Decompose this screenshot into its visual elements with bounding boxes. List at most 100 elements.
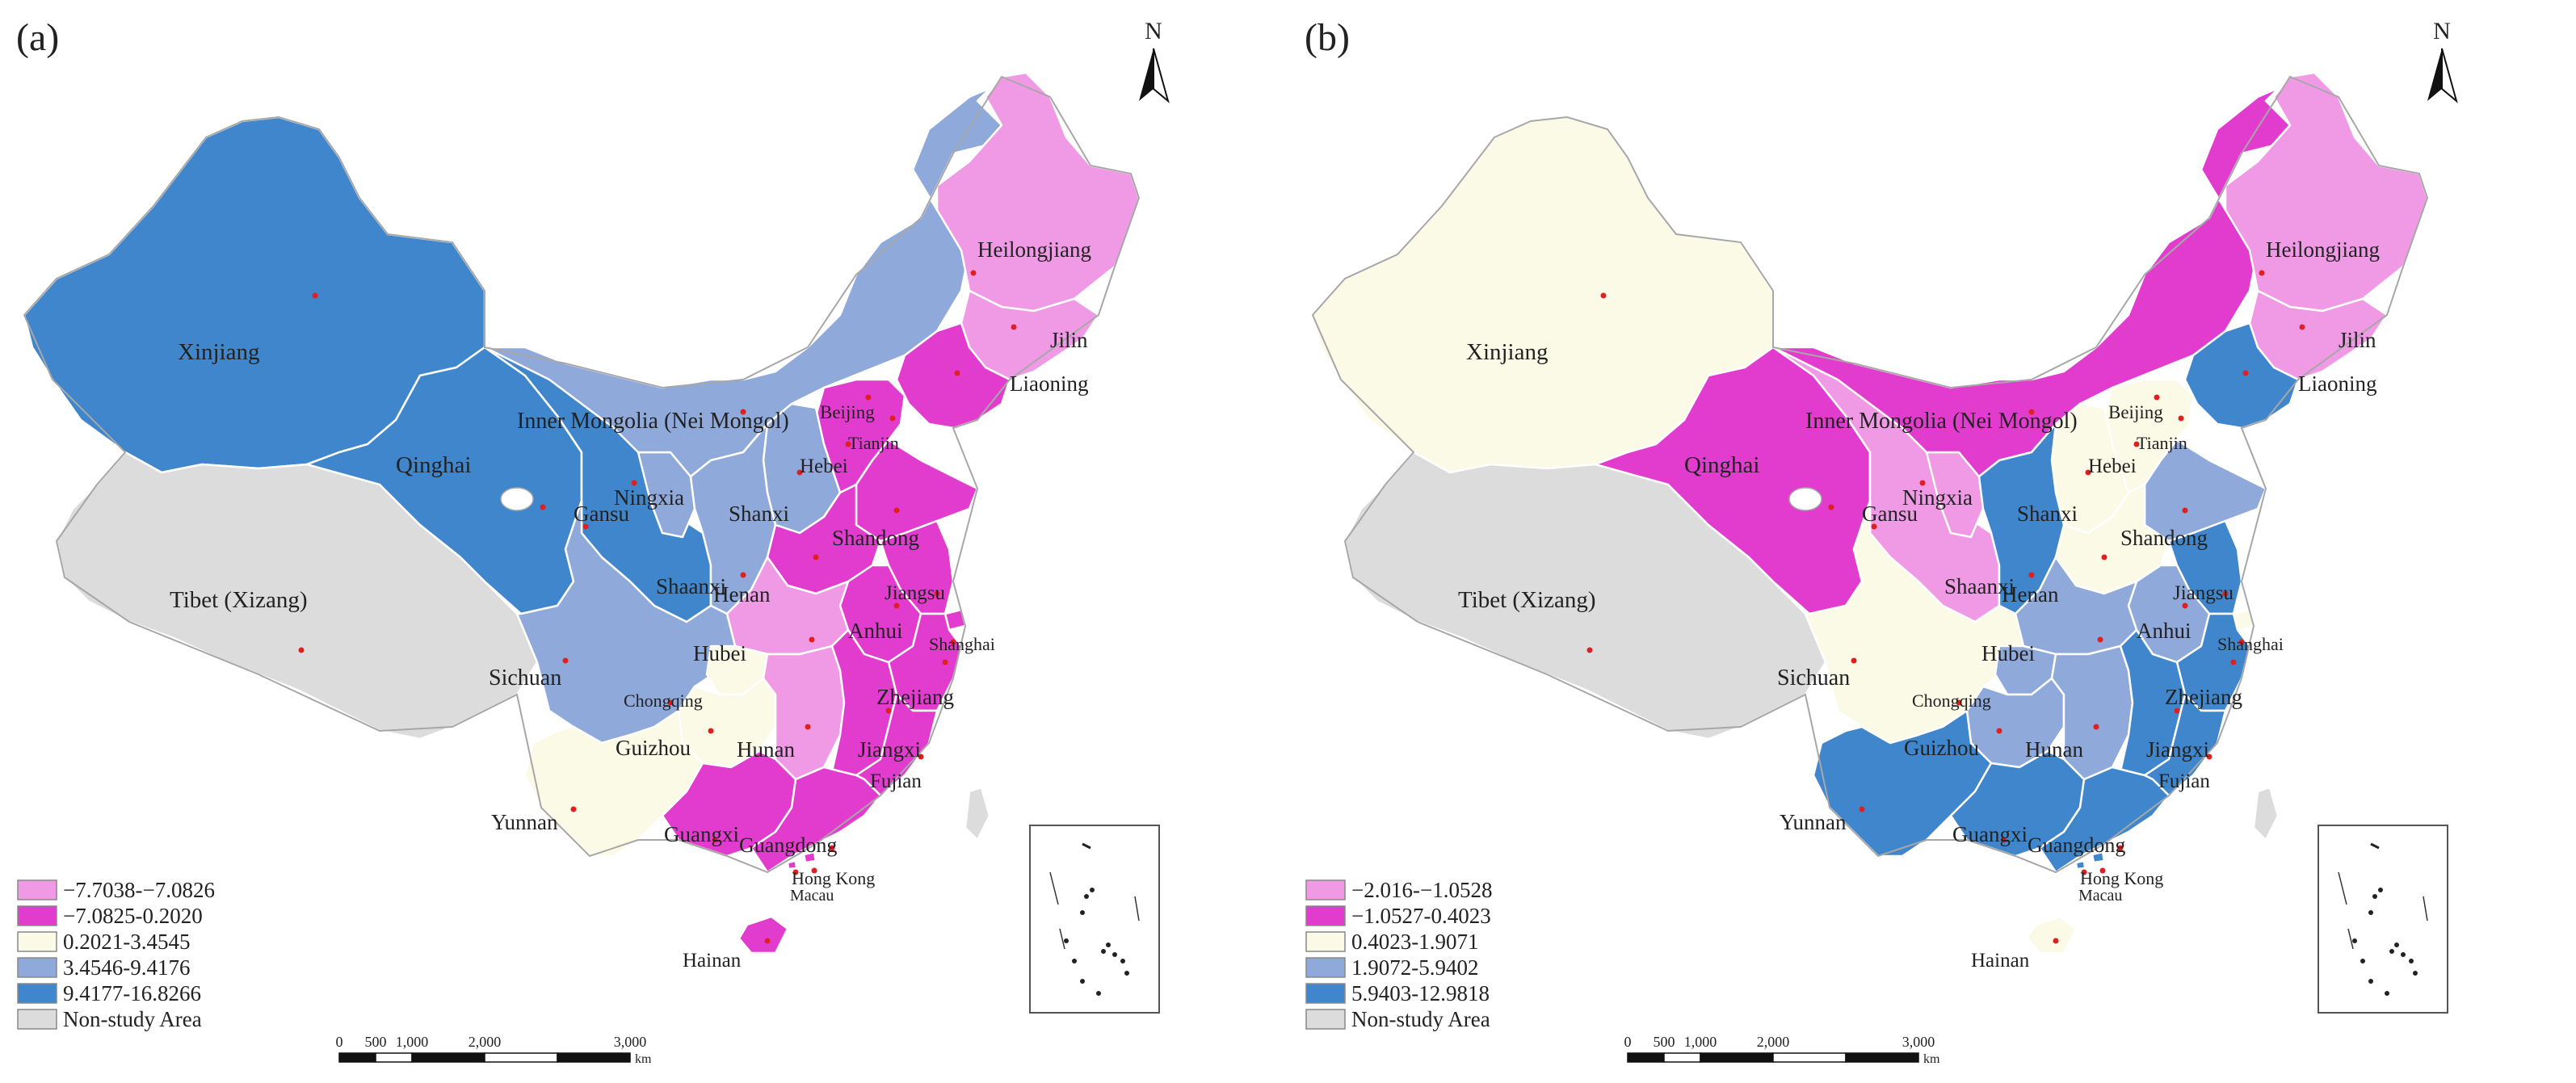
centroid-dot bbox=[893, 602, 900, 609]
legend-label: 1.9072-5.9402 bbox=[1351, 955, 1479, 980]
province-label-guangdong: Guangdong bbox=[2028, 833, 2125, 857]
centroid-dot bbox=[2053, 938, 2059, 944]
province-label-henan: Henan bbox=[2002, 582, 2059, 607]
centroid-dot bbox=[970, 270, 977, 276]
legend-swatch bbox=[17, 1009, 57, 1030]
centroid-dot bbox=[2101, 554, 2107, 560]
scale-tick-label: 2,000 bbox=[469, 1034, 502, 1050]
centroid-dot bbox=[2099, 867, 2106, 874]
legend-label: 5.9403-12.9818 bbox=[1351, 981, 1490, 1005]
centroid-dot bbox=[2028, 572, 2035, 578]
island-dot bbox=[2385, 991, 2389, 996]
province-label-henan: Henan bbox=[713, 582, 771, 607]
island-dot bbox=[2368, 979, 2373, 984]
province-label-zhejiang: Zhejiang bbox=[2165, 685, 2242, 709]
island-dot bbox=[2401, 952, 2406, 957]
centroid-dot bbox=[2222, 590, 2229, 597]
centroid-dot bbox=[2299, 324, 2305, 330]
province-label-neimongol: Inner Mongolia (Nei Mongol) bbox=[1805, 409, 2078, 434]
province-label-liaoning: Liaoning bbox=[1010, 371, 1088, 396]
centroid-dot bbox=[950, 639, 956, 645]
centroid-dot bbox=[889, 415, 896, 422]
legend-swatch bbox=[1305, 931, 1346, 952]
island-dot bbox=[1101, 949, 1106, 954]
scale-tick-label: 2,000 bbox=[1757, 1034, 1790, 1050]
province-hongkong[interactable] bbox=[802, 850, 817, 864]
province-taiwan[interactable] bbox=[2252, 786, 2280, 842]
province-heilongjiang[interactable] bbox=[2224, 71, 2429, 313]
province-label-macau: Macau bbox=[790, 887, 834, 905]
province-guangdong[interactable] bbox=[2038, 766, 2170, 874]
legend-swatch bbox=[17, 879, 57, 900]
province-yunnan[interactable] bbox=[1812, 709, 1993, 858]
scale-tick-label: 1,000 bbox=[1684, 1034, 1717, 1050]
island-dot bbox=[1106, 942, 1111, 947]
legend-swatch bbox=[17, 957, 57, 978]
legend-label: 9.4177-16.8266 bbox=[63, 981, 201, 1005]
island-dot bbox=[1064, 938, 1069, 943]
centroid-dot bbox=[2000, 837, 2007, 843]
province-macau[interactable] bbox=[2074, 859, 2086, 871]
island-dot bbox=[1080, 910, 1085, 915]
province-label-shanghai: Shanghai bbox=[929, 634, 995, 654]
province-heilongjiang[interactable] bbox=[935, 71, 1141, 313]
province-label-yunnan: Yunnan bbox=[491, 810, 558, 834]
island-dot bbox=[2360, 959, 2365, 963]
legend-label: −1.0527-0.4023 bbox=[1351, 904, 1491, 928]
centroid-dot bbox=[740, 409, 746, 415]
centroid-dot bbox=[1586, 647, 1593, 653]
province-label-jiangxi: Jiangxi bbox=[2146, 737, 2209, 762]
map-panel-a: (a) Xinjiang Tibet (Xizang) Qinghai Gansu Nin… bbox=[16, 16, 1170, 1066]
legend-swatch bbox=[1305, 879, 1346, 900]
scale-tick-label: 0 bbox=[1624, 1034, 1632, 1050]
centroid-dot bbox=[1919, 480, 1926, 486]
province-label-zhejiang: Zhejiang bbox=[876, 685, 954, 709]
province-label-hebei: Hebei bbox=[2088, 455, 2137, 477]
legend-swatch bbox=[1305, 1009, 1346, 1030]
province-guangdong[interactable] bbox=[750, 766, 882, 874]
province-label-shanxi: Shanxi bbox=[2017, 502, 2078, 526]
province-label-jiangsu: Jiangsu bbox=[2173, 582, 2234, 604]
lake bbox=[500, 487, 534, 511]
province-label-hongkong: Hong Kong bbox=[2080, 868, 2163, 888]
centroid-dot bbox=[1828, 504, 1834, 510]
centroid-dot bbox=[562, 657, 569, 664]
province-label-shandong: Shandong bbox=[2120, 526, 2208, 550]
island-dot bbox=[1072, 959, 1077, 963]
province-macau[interactable] bbox=[786, 859, 798, 871]
province-label-gansu: Gansu bbox=[574, 502, 629, 526]
centroid-dot bbox=[918, 753, 924, 760]
north-label: N bbox=[1145, 18, 1162, 44]
centroid-dot bbox=[2081, 869, 2087, 875]
province-label-jilin: Jilin bbox=[2339, 328, 2376, 352]
centroid-dot bbox=[893, 507, 900, 514]
centroid-dot bbox=[2182, 507, 2188, 514]
province-label-neimongol: Inner Mongolia (Nei Mongol) bbox=[517, 409, 789, 434]
legend-swatch bbox=[17, 905, 57, 926]
legend-label: −7.7038-−7.0826 bbox=[63, 878, 215, 902]
province-label-beijing: Beijing bbox=[2108, 402, 2163, 422]
province-hainan[interactable] bbox=[2026, 915, 2078, 955]
province-hongkong[interactable] bbox=[2091, 850, 2106, 864]
centroid-dot bbox=[631, 480, 637, 486]
north-arrow-icon: N bbox=[1139, 18, 1170, 103]
centroid-dot bbox=[2242, 370, 2249, 376]
province-label-shaanxi: Shaanxi bbox=[656, 574, 726, 598]
province-label-xinjiang: Xinjiang bbox=[1466, 339, 1549, 365]
centroid-dot bbox=[2028, 409, 2035, 415]
province-label-hunan: Hunan bbox=[2025, 737, 2083, 762]
province-hainan[interactable] bbox=[738, 915, 789, 955]
province-label-heilongjiang: Heilongjiang bbox=[2266, 237, 2380, 262]
province-label-ningxia: Ningxia bbox=[1902, 485, 1973, 510]
province-label-liaoning: Liaoning bbox=[2298, 371, 2376, 396]
island-dot bbox=[2368, 910, 2373, 915]
centroid-dot bbox=[1859, 806, 1865, 812]
centroid-dot bbox=[740, 572, 746, 578]
province-label-anhui: Anhui bbox=[848, 619, 903, 643]
province-label-anhui: Anhui bbox=[2137, 619, 2191, 643]
legend-label: −7.0825-0.2020 bbox=[63, 904, 203, 928]
province-label-ningxia: Ningxia bbox=[614, 485, 684, 510]
province-yunnan[interactable] bbox=[523, 709, 704, 858]
centroid-dot bbox=[2154, 394, 2160, 401]
province-taiwan[interactable] bbox=[964, 786, 991, 842]
